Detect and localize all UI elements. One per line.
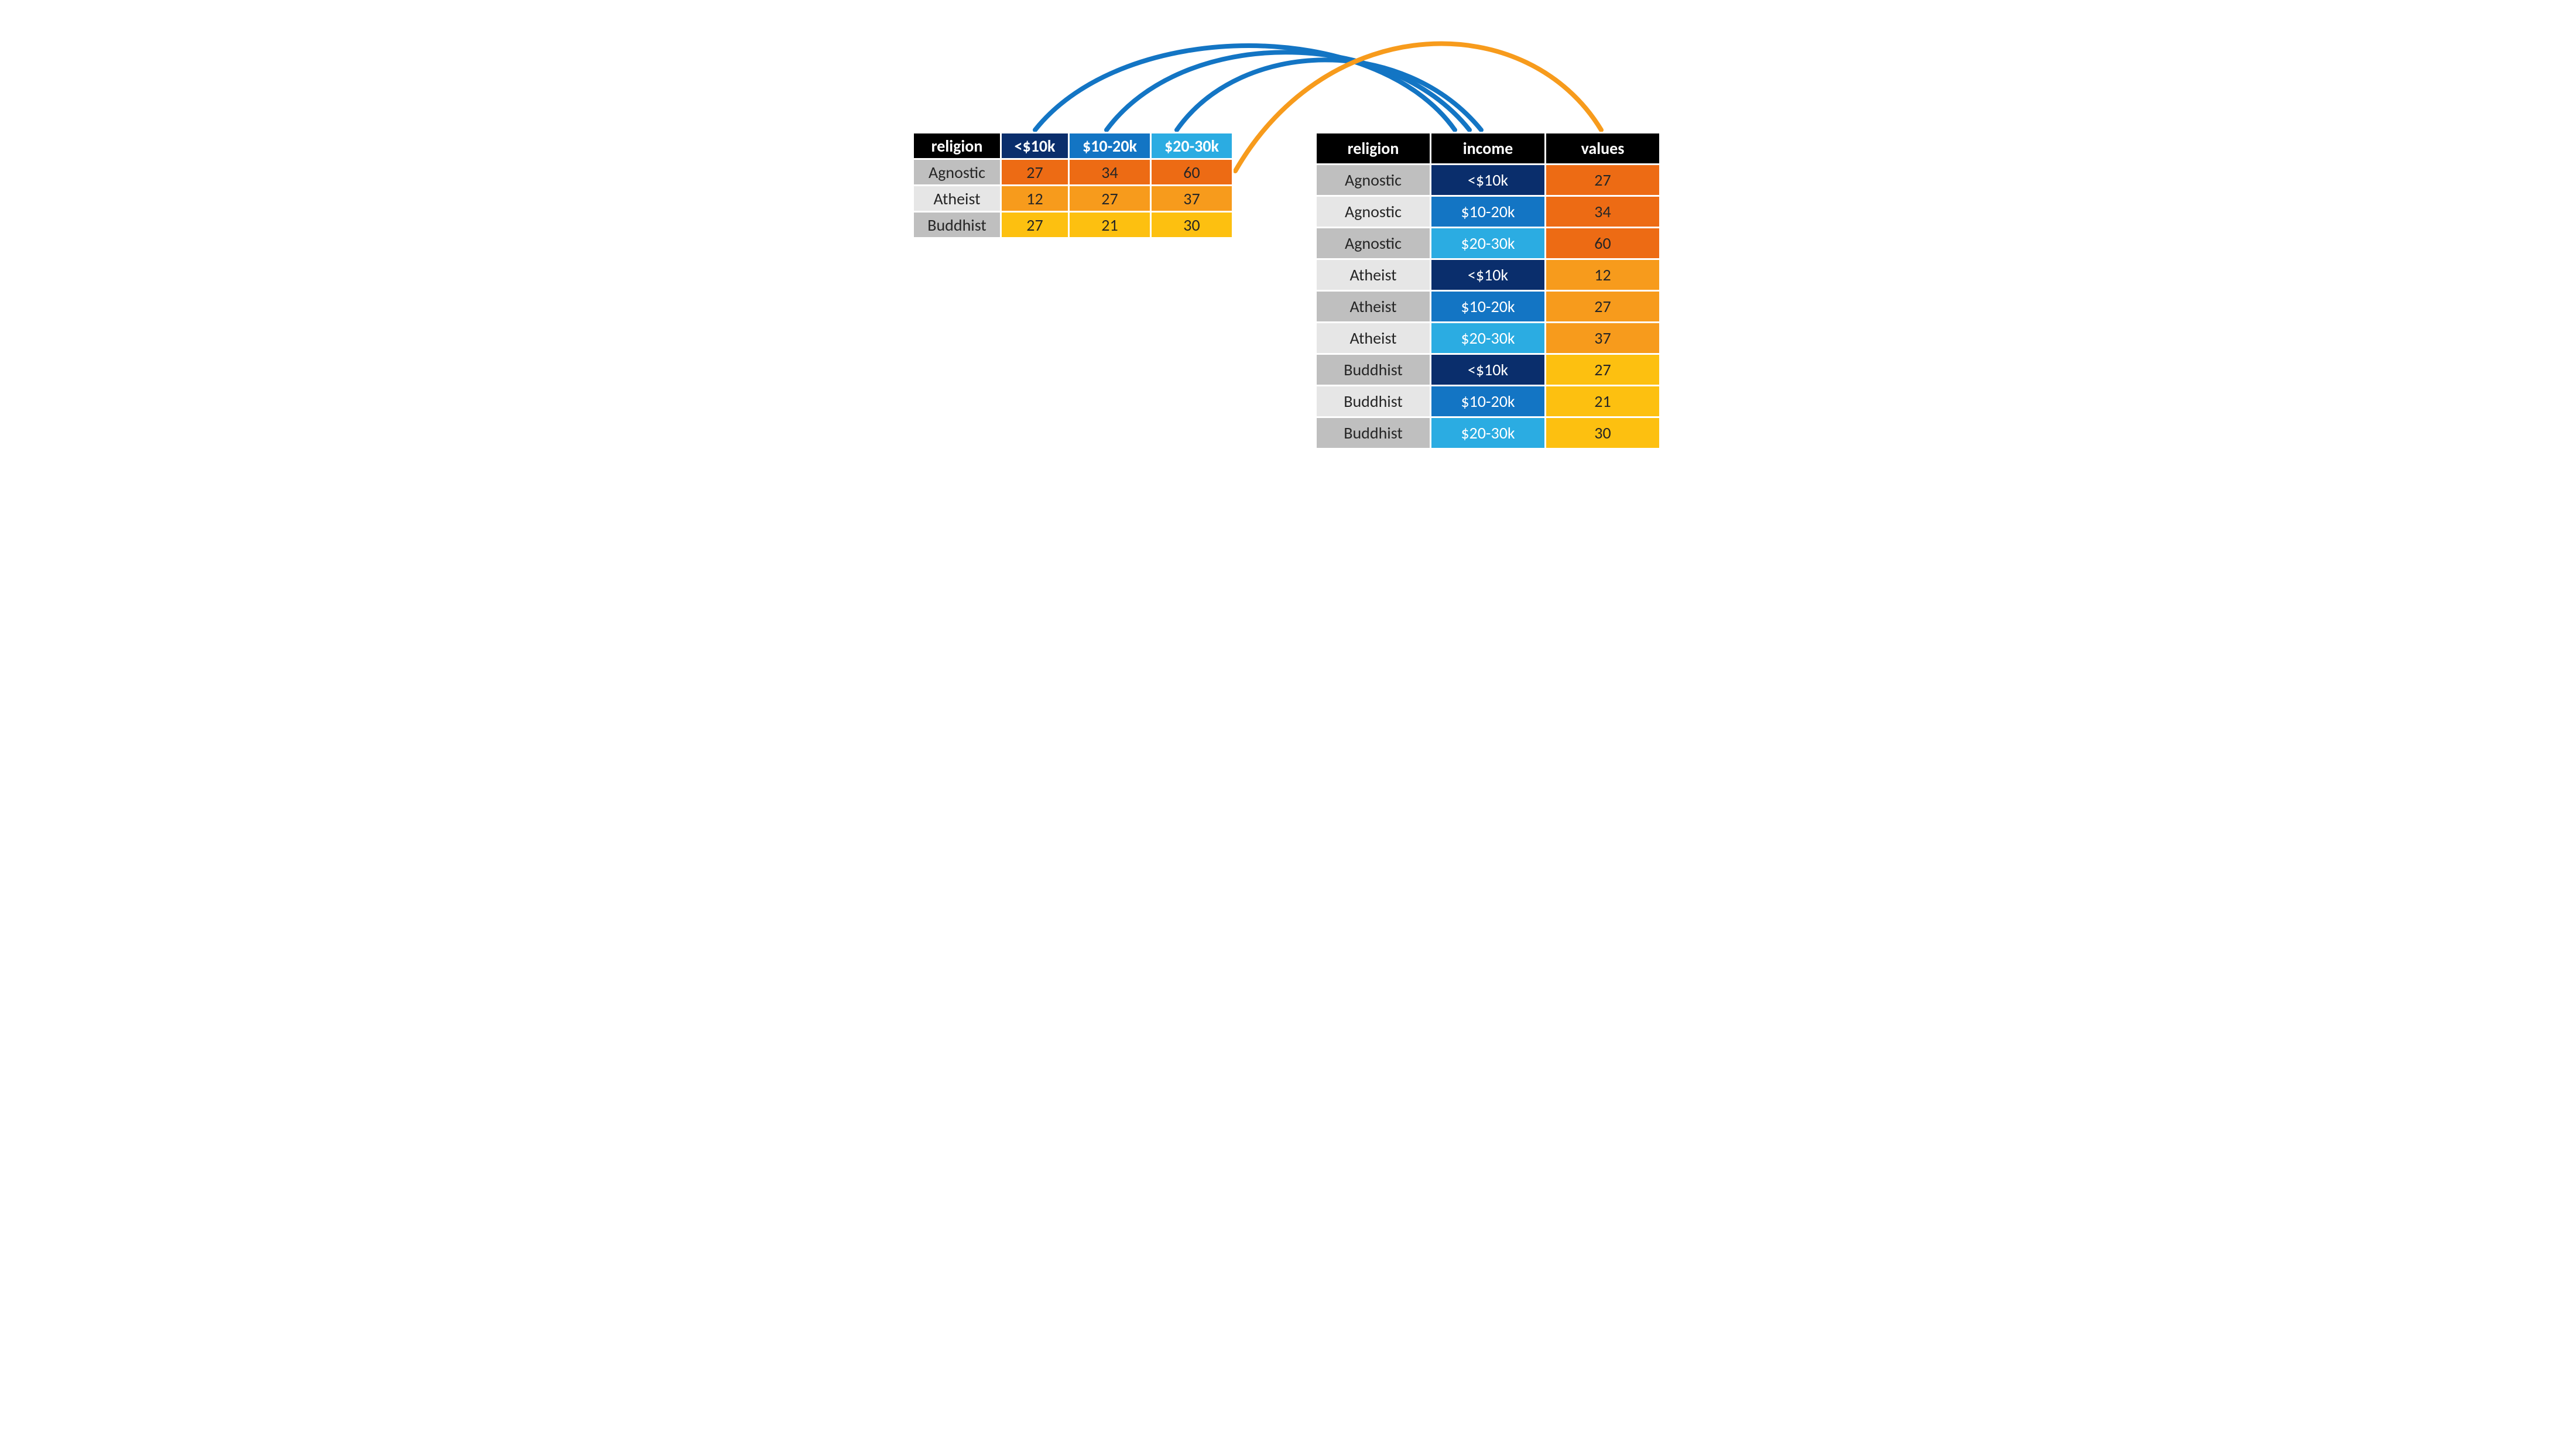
table-row: Buddhist$10-20k21 — [1316, 386, 1660, 417]
religion-cell: Atheist — [913, 186, 1001, 212]
column-header: $20-30k — [1151, 133, 1233, 159]
table-row: Agnostic$20-30k60 — [1316, 228, 1660, 259]
value-cell: 27 — [1546, 165, 1660, 196]
connector-arc — [1107, 52, 1469, 130]
value-cell: 12 — [1546, 259, 1660, 291]
value-cell: 34 — [1069, 159, 1151, 186]
table-row: Agnostic<$10k27 — [1316, 165, 1660, 196]
table-row: Buddhist$20-30k30 — [1316, 417, 1660, 449]
table-row: Buddhist<$10k27 — [1316, 354, 1660, 386]
table-row: Atheist$20-30k37 — [1316, 323, 1660, 354]
religion-cell: Atheist — [1316, 291, 1431, 323]
table-row: Agnostic273460 — [913, 159, 1233, 186]
religion-cell: Buddhist — [913, 212, 1001, 238]
value-cell: 27 — [1546, 354, 1660, 386]
table-row: Buddhist272130 — [913, 212, 1233, 238]
table-row: Atheist<$10k12 — [1316, 259, 1660, 291]
column-header: <$10k — [1001, 133, 1069, 159]
income-cell: $20-30k — [1431, 323, 1546, 354]
column-header: religion — [1316, 133, 1431, 165]
value-cell: 60 — [1151, 159, 1233, 186]
religion-cell: Atheist — [1316, 323, 1431, 354]
wide-format-table: religion<$10k$10-20k$20-30kAgnostic27346… — [912, 132, 1234, 239]
diagram-stage: religion<$10k$10-20k$20-30kAgnostic27346… — [849, 0, 1727, 494]
value-cell: 27 — [1001, 212, 1069, 238]
column-header: values — [1546, 133, 1660, 165]
table-row: Atheist$10-20k27 — [1316, 291, 1660, 323]
income-cell: <$10k — [1431, 165, 1546, 196]
value-cell: 37 — [1546, 323, 1660, 354]
long-format-table: religionincomevaluesAgnostic<$10k27Agnos… — [1315, 132, 1661, 450]
religion-cell: Agnostic — [913, 159, 1001, 186]
value-cell: 34 — [1546, 196, 1660, 228]
religion-cell: Buddhist — [1316, 386, 1431, 417]
religion-cell: Agnostic — [1316, 196, 1431, 228]
religion-cell: Buddhist — [1316, 354, 1431, 386]
value-cell: 27 — [1001, 159, 1069, 186]
value-cell: 27 — [1069, 186, 1151, 212]
religion-cell: Agnostic — [1316, 228, 1431, 259]
value-cell: 21 — [1069, 212, 1151, 238]
income-cell: $10-20k — [1431, 291, 1546, 323]
income-cell: <$10k — [1431, 259, 1546, 291]
table-row: Agnostic$10-20k34 — [1316, 196, 1660, 228]
income-cell: $20-30k — [1431, 228, 1546, 259]
income-cell: <$10k — [1431, 354, 1546, 386]
religion-cell: Buddhist — [1316, 417, 1431, 449]
religion-cell: Agnostic — [1316, 165, 1431, 196]
connector-arc — [1035, 46, 1455, 130]
value-cell: 21 — [1546, 386, 1660, 417]
table-header-row: religion<$10k$10-20k$20-30k — [913, 133, 1233, 159]
column-header: income — [1431, 133, 1546, 165]
value-cell: 37 — [1151, 186, 1233, 212]
value-cell: 60 — [1546, 228, 1660, 259]
income-cell: $20-30k — [1431, 417, 1546, 449]
connector-arc — [1177, 60, 1481, 130]
value-cell: 27 — [1546, 291, 1660, 323]
column-header: religion — [913, 133, 1001, 159]
table-header-row: religionincomevalues — [1316, 133, 1660, 165]
income-cell: $10-20k — [1431, 196, 1546, 228]
table-row: Atheist122737 — [913, 186, 1233, 212]
religion-cell: Atheist — [1316, 259, 1431, 291]
value-cell: 12 — [1001, 186, 1069, 212]
income-cell: $10-20k — [1431, 386, 1546, 417]
column-header: $10-20k — [1069, 133, 1151, 159]
value-cell: 30 — [1151, 212, 1233, 238]
value-cell: 30 — [1546, 417, 1660, 449]
